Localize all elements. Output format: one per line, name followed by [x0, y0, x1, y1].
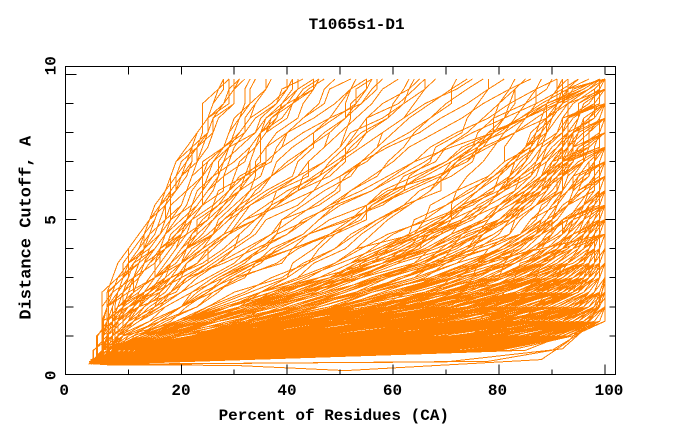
svg-text:20: 20 [171, 382, 190, 400]
svg-text:Distance Cutoff, A: Distance Cutoff, A [18, 135, 37, 319]
svg-text:Percent of Residues (CA): Percent of Residues (CA) [219, 407, 449, 425]
svg-text:80: 80 [488, 382, 507, 400]
svg-text:60: 60 [383, 382, 402, 400]
svg-text:0: 0 [43, 370, 61, 380]
svg-text:10: 10 [43, 56, 61, 75]
svg-text:5: 5 [43, 215, 61, 225]
svg-text:T1065s1-D1: T1065s1-D1 [309, 16, 405, 34]
svg-text:40: 40 [277, 382, 296, 400]
svg-text:100: 100 [595, 382, 624, 400]
svg-text:0: 0 [59, 382, 69, 400]
